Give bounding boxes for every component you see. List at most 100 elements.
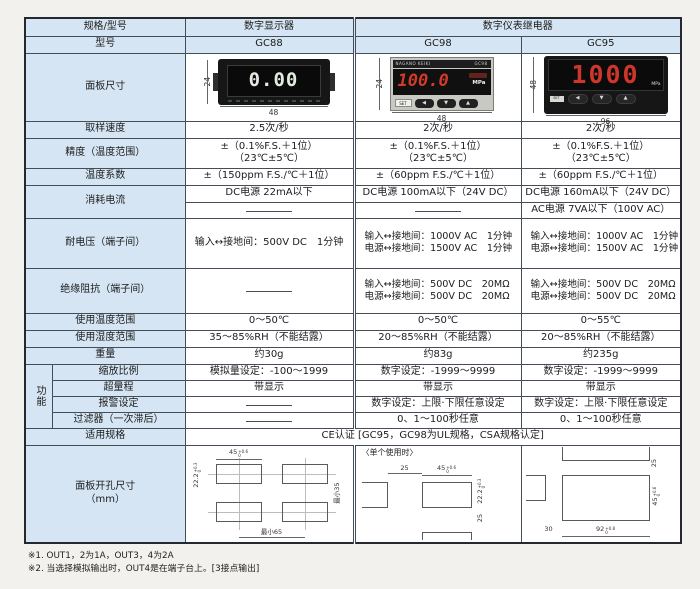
model-row-label: 型号: [24, 35, 186, 54]
dim-22-2: 22.2 +0.3 0: [191, 462, 202, 488]
consumption-gc98-ac: [352, 201, 522, 219]
meter-gc98-buttons: SET ◀ ▼ ▲: [393, 97, 491, 110]
cutout-rect: [421, 481, 472, 508]
footnotes: ※1. OUT1，2为1A，OUT3，4为2A ※2. 当选择模拟输出时，OUT…: [28, 550, 259, 576]
dim-25: 25: [387, 464, 422, 474]
down-arrow-button-icon: ▼: [591, 93, 612, 104]
cutout-rect: [281, 501, 328, 522]
dim-width-gc95: 96: [544, 115, 668, 126]
accuracy-label: 精度（温度范围）: [24, 137, 186, 169]
not-applicable-line: [246, 288, 292, 293]
footnote-1: ※1. OUT1，2为1A，OUT3，4为2A: [28, 551, 174, 561]
meter-gc98-model: GC98: [474, 61, 488, 66]
dim-92: 92 +0.8 0: [561, 525, 650, 537]
cutout-rect: [215, 501, 262, 522]
meter-gc88-display: 0.00: [226, 64, 321, 97]
temp-range-row: 使用温度范围 0～50℃ 0～50℃ 0～55℃: [24, 312, 682, 331]
model-gc98: GC98: [352, 35, 522, 54]
filter-label: 过滤器（一次滞后）: [51, 411, 186, 429]
functions-label: 功能: [24, 363, 53, 429]
alarm-gc88: [184, 395, 355, 413]
meter-gc95-buttons: SET ◀ ▼ ▲: [548, 91, 664, 107]
weight-gc98: 约83g: [352, 346, 522, 365]
cutout-drawing-gc95: 25 45 +0.6 0 30 92 +0.8 0: [520, 444, 682, 544]
withstand-label: 耐电压（端子间）: [24, 217, 186, 269]
insulation-gc95: 输入↔接地间：500V DC 20MΩ 电源↔接地间：500V DC 20MΩ: [520, 267, 682, 314]
centerline: [207, 473, 336, 475]
panel-size-row: 面板尺寸 0.00 24 48 NAGANO KEIKI: [24, 52, 682, 126]
meter-gc98-small-text: [468, 72, 487, 78]
consumption-gc95-dc: DC电源 160mA以下（24V DC）: [520, 184, 682, 203]
cutout-drawing-gc98: 〈单个使用时〉 25 45 +0.6 0 22.2 +0.3 0 25: [352, 444, 522, 544]
meter-gc95-digits: 1000: [571, 59, 640, 89]
model-gc88: GC88: [184, 35, 355, 54]
not-applicable-line: [246, 208, 292, 212]
meter-gc88-digits: 0.00: [248, 68, 299, 91]
sampling-gc88: 2.5次/秒: [184, 120, 355, 139]
set-button-icon: SET: [549, 95, 564, 102]
consumption-gc88-ac: [184, 201, 355, 219]
overrange-label: 超量程: [51, 379, 186, 397]
weight-label: 重量: [24, 346, 186, 365]
dim-45: 45 +0.6 0: [215, 448, 262, 460]
accuracy-gc95: ±（0.1%F.S.＋1位） （23℃±5℃）: [520, 137, 682, 169]
panel-image-gc88: 0.00 24 48: [184, 52, 355, 122]
overrange-gc98: 带显示: [352, 379, 522, 397]
dim-width-gc88: 48: [218, 106, 330, 117]
set-button-icon: SET: [394, 99, 412, 107]
temp-range-gc95: 0～55℃: [520, 312, 682, 331]
temp-coef-gc88: ±（150ppm F.S./℃＋1位）: [184, 167, 355, 186]
panel-image-gc95: 1000 MPa SET ◀ ▼ ▲ 48 96: [520, 52, 682, 126]
centerline: [304, 457, 306, 530]
alarm-gc95: 数字设定：上限·下限任意设定: [520, 395, 682, 413]
humidity-gc88: 35～85%RH（不能结露）: [184, 329, 355, 348]
consumption-row-ac: AC电源 7VA以下（100V AC）: [25, 201, 682, 219]
scaling-label: 缩放比例: [51, 363, 186, 381]
dim-height-gc88: 24: [203, 59, 213, 105]
temp-coef-gc98: ±（60ppm F.S./℃＋1位）: [352, 167, 522, 186]
consumption-gc98-dc: DC电源 100mA以下（24V DC）: [352, 184, 522, 203]
meter-gc98-image: NAGANO KEIKI GC98 100.0 MPa SET ◀ ▼ ▲: [389, 56, 494, 111]
insulation-gc98: 输入↔接地间：500V DC 20MΩ 电源↔接地间：500V DC 20MΩ: [352, 267, 522, 314]
temp-range-gc98: 0～50℃: [352, 312, 522, 331]
dim-22-2: 22.2 +0.3 0: [475, 478, 486, 504]
withstand-gc95: 输入↔接地间：1000V AC 1分钟 电源↔接地间：1500V AC 1分钟: [520, 217, 682, 269]
meter-gc88-image: 0.00: [212, 58, 335, 105]
header-group-relay: 数字仪表继电器: [352, 17, 682, 37]
dim-width-gc98: 48: [390, 112, 494, 123]
scaling-gc98: 数字设定：-1999～9999: [352, 363, 522, 381]
single-use-note: 〈单个使用时〉: [361, 447, 418, 457]
temp-coef-gc95: ±（60ppm F.S./℃＋1位）: [520, 167, 682, 186]
temp-coef-row: 温度系数 ±（150ppm F.S./℃＋1位） ±（60ppm F.S./℃＋…: [24, 167, 682, 186]
spec-table: 规格/型号 数字显示器 数字仪表继电器 型号 GC88 GC98 GC95 面板…: [24, 17, 682, 544]
filter-gc95: 0、1～100秒任意: [520, 411, 682, 429]
mount-tab: [212, 72, 218, 91]
header-spec-model: 规格/型号: [24, 17, 186, 37]
insulation-gc88: [184, 267, 355, 314]
meter-gc98-display: 100.0 MPa: [392, 68, 491, 95]
sampling-label: 取样速度: [24, 120, 186, 139]
sampling-gc98: 2次/秒: [352, 120, 522, 139]
up-arrow-button-icon: ▲: [458, 98, 478, 108]
cutout-rect: [561, 474, 650, 521]
cutout-row: 面板开孔尺寸 （mm） 45 +0.6 0 22.2 +0.3 0: [24, 444, 682, 544]
humidity-row: 使用湿度范围 35～85%RH（不能结露） 20～85%RH（不能结露） 20～…: [24, 329, 682, 348]
cutout-rect: [281, 463, 328, 484]
dim-vgap-25: 25: [475, 513, 484, 522]
weight-gc88: 约30g: [184, 346, 355, 365]
dim-min65: 最小65: [238, 528, 305, 538]
not-applicable-line: [415, 208, 461, 212]
withstand-gc88: 输入↔接地间：500V DC 1分钟: [184, 217, 355, 269]
temp-range-gc88: 0～50℃: [184, 312, 355, 331]
humidity-gc98: 20～85%RH（不能结露）: [352, 329, 522, 348]
insulation-label: 绝缘阻抗（端子间）: [24, 267, 186, 314]
not-applicable-line: [246, 402, 292, 406]
header-row: 规格/型号 数字显示器 数字仪表继电器: [24, 17, 682, 37]
dim-min35: 最小35: [332, 481, 341, 504]
withstand-gc98: 输入↔接地间：1000V AC 1分钟 电源↔接地间：1500V AC 1分钟: [352, 217, 522, 269]
weight-gc95: 约235g: [520, 346, 682, 365]
dim-height-gc95: 48: [529, 56, 539, 114]
standards-label: 适用规格: [24, 427, 186, 446]
cutout-drawing-gc88: 45 +0.6 0 22.2 +0.3 0 最小65 最小35: [184, 444, 355, 544]
function-scaling-row: 功能 缩放比例 模拟量设定：-100～1999 数字设定：-1999～9999 …: [24, 363, 682, 429]
